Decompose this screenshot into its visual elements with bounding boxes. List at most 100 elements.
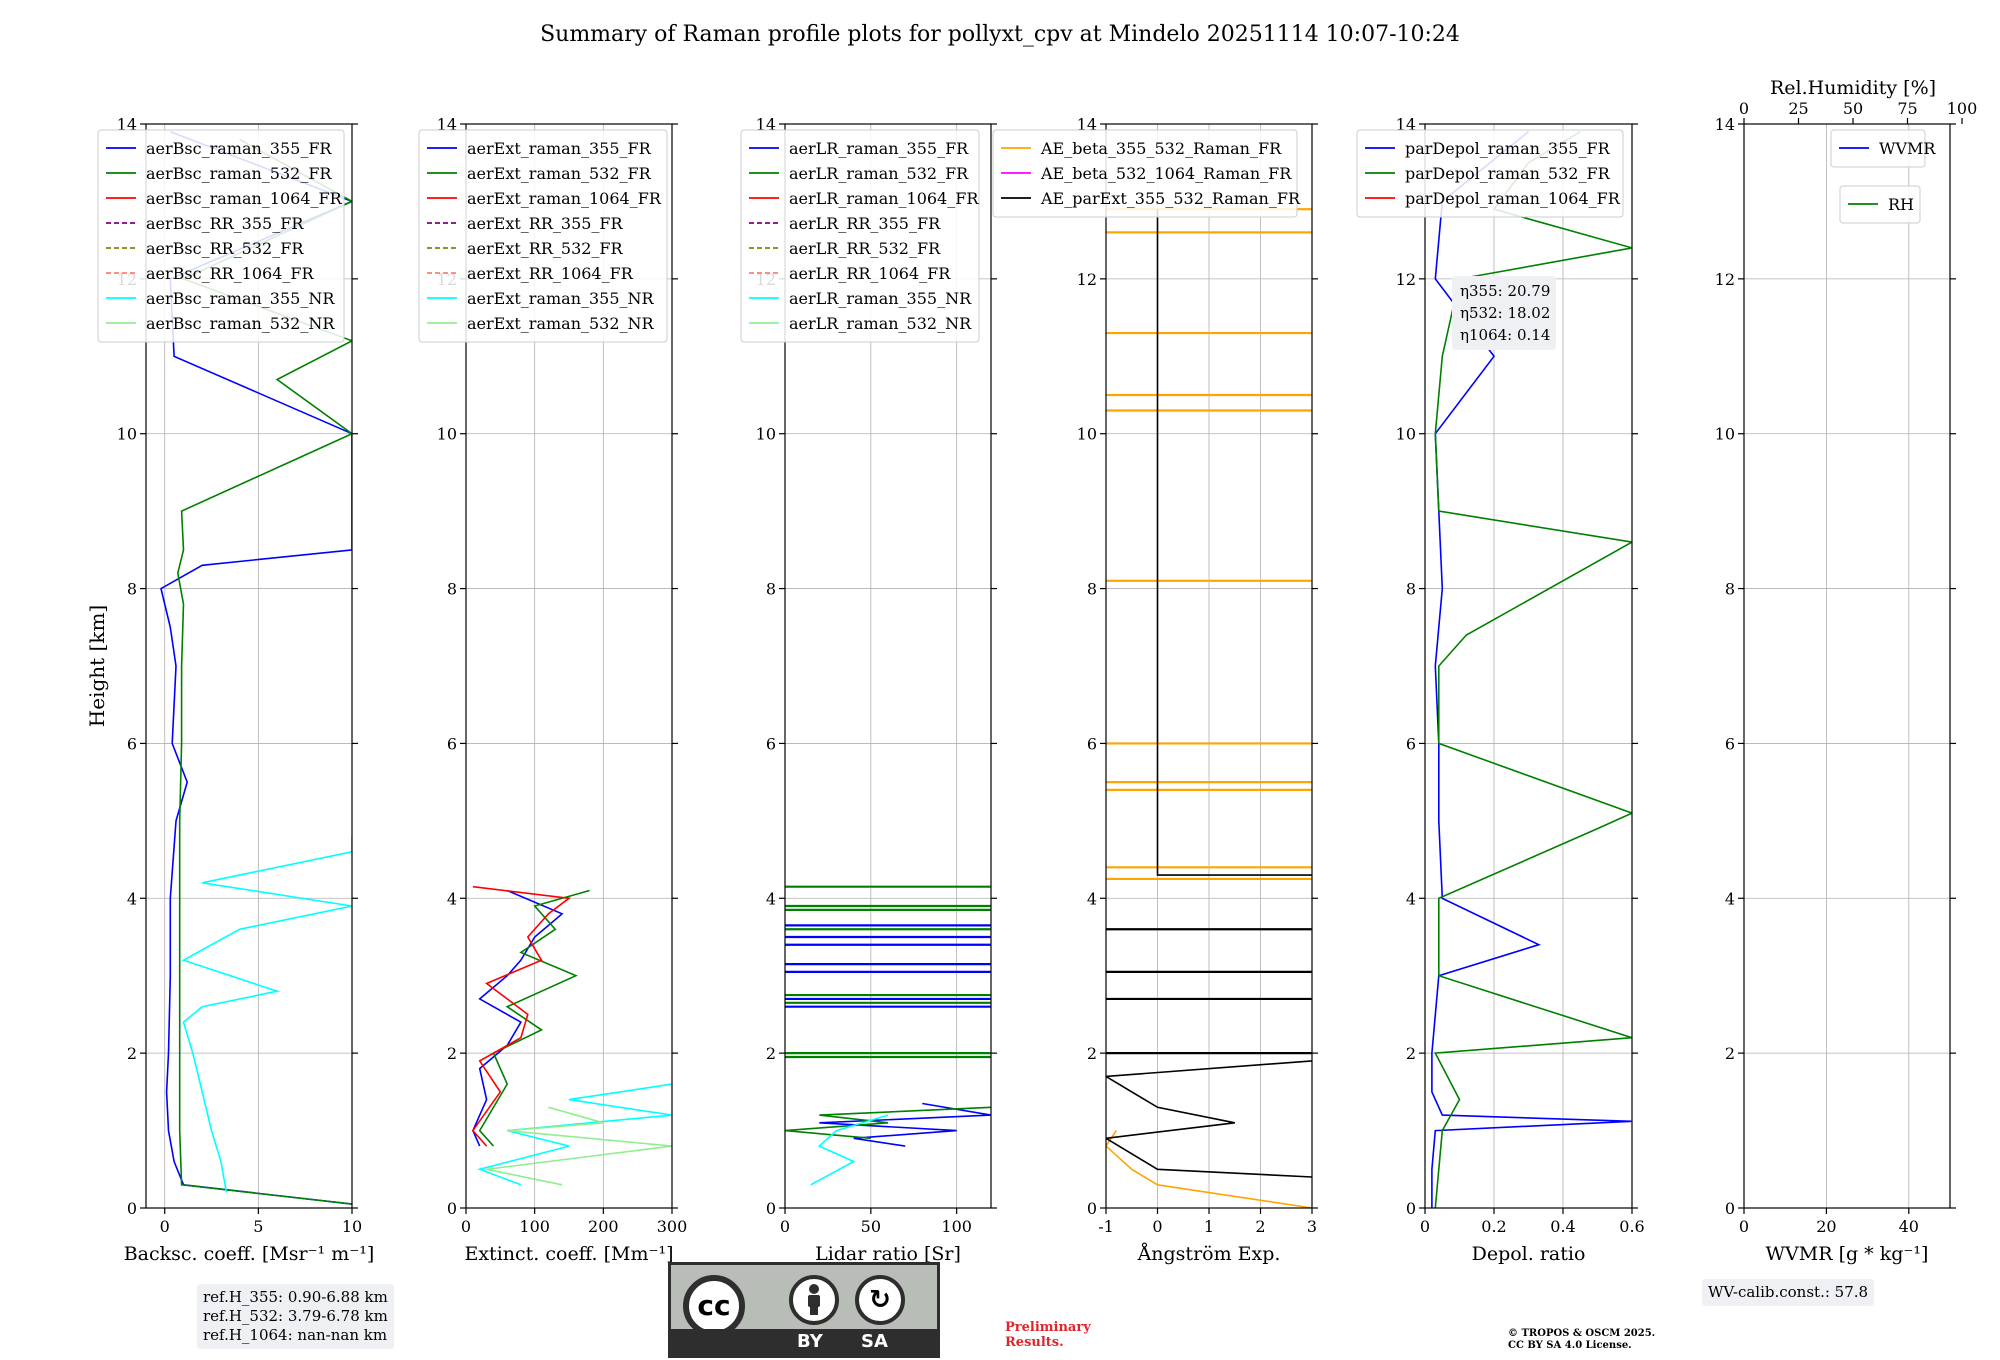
eta-value: η355: 20.79 [1460,282,1550,300]
cc-sa-label: SA [861,1331,888,1352]
top-x-axis-label: Rel.Humidity [%] [1770,77,1936,99]
legend-wvmr: WVMR [1830,129,1936,168]
legend-entry: aerBsc_raman_532_NR [146,314,335,333]
legend-bsc: aerBsc_raman_355_FR aerBsc_raman_532_FRae… [97,129,345,343]
y-tick-label: 6 [1087,734,1097,753]
wv-calibration-box: WV-calib.const.: 57.8 [1702,1279,1875,1306]
y-axis-label: Height [km] [85,605,109,727]
y-tick-label: 2 [127,1044,137,1063]
x-tick-label: 0 [1739,1217,1749,1236]
x-axis-label-depol: Depol. ratio [1472,1243,1586,1265]
x-tick-label: 100 [519,1217,550,1236]
x-tick-label: 0.4 [1550,1217,1575,1236]
legend-box [992,129,1298,218]
x-tick-label: 0 [1152,1217,1162,1236]
legend-entry: parDepol_raman_355_FR [1405,139,1611,158]
cc-logo-icon: cc [683,1275,745,1337]
y-tick-label: 14 [1077,115,1097,134]
legend-entry: aerLR_raman_1064_FR [789,189,979,208]
legend-entry: aerLR_raman_355_FR [789,139,969,158]
legend-entry: aerExt_RR_355_FR [467,214,624,233]
cc-by-label: BY [797,1331,823,1352]
y-tick-label: 0 [1725,1199,1735,1218]
legend-box [418,129,668,343]
axes-frame-ext [465,123,673,1209]
legend-entry: aerBsc_raman_1064_FR [146,189,343,208]
legend-entry: AE_beta_355_532_Raman_FR [1040,139,1282,158]
top-x-tick-label: 50 [1843,99,1863,118]
legend-entry: aerExt_raman_355_FR [467,139,652,158]
legend-entry: aerExt_raman_355_NR [467,289,655,308]
y-tick-label: 8 [447,580,457,599]
y-tick-label: 0 [127,1199,137,1218]
legend-rh: RH [1839,185,1921,224]
legend-entry: WVMR [1879,139,1936,158]
series-aerExt_raman_355_NR [477,1083,672,1186]
legend-entry: aerBsc_RR_532_FR [146,239,304,258]
y-tick-label: 0 [447,1199,457,1218]
y-tick-label: 8 [127,580,137,599]
eta-value: η1064: 0.14 [1460,326,1550,344]
legend-entry: aerExt_RR_1064_FR [467,264,634,283]
y-tick-label: 2 [1725,1044,1735,1063]
x-tick-label: 20 [1816,1217,1836,1236]
top-x-tick-label: 100 [1947,99,1978,118]
legend-box [1839,185,1921,224]
copyright-line2: CC BY SA 4.0 License. [1508,1340,1632,1351]
y-tick-label: 4 [127,889,137,908]
preliminary-line2: Results. [1005,1335,1064,1350]
series-aerExt_raman_1064_FR [471,885,572,1147]
copyright-line1: © TROPOS & OSCM 2025. [1508,1328,1656,1339]
x-tick-label: -1 [1098,1217,1114,1236]
y-tick-label: 10 [1715,425,1735,444]
series-aerLR_raman_355_FR [819,1102,991,1147]
series-aerLR_raman_355_NR [810,1114,889,1186]
x-axis-label-lr: Lidar ratio [Sr] [815,1243,961,1265]
y-tick-label: 10 [1396,425,1416,444]
series-aerBsc_raman_355_NR [181,836,352,1193]
y-tick-label: 10 [1077,425,1097,444]
preliminary-results-note: Preliminary Results. [1005,1320,1091,1350]
y-tick-label: 4 [1087,889,1097,908]
y-tick-label: 2 [1406,1044,1416,1063]
x-tick-label: 1 [1204,1217,1214,1236]
legend-ext: aerExt_raman_355_FR aerExt_raman_532_FRae… [418,129,668,343]
wv-calib-const: WV-calib.const.: 57.8 [1708,1283,1869,1301]
y-tick-label: 6 [1725,734,1735,753]
legend-entry: parDepol_raman_532_FR [1405,164,1611,183]
y-tick-label: 4 [766,889,776,908]
y-tick-label: 10 [117,425,137,444]
cc-license-badge: cc ↻ BY SA [668,1262,940,1358]
legend-depol: parDepol_raman_355_FR parDepol_raman_532_… [1356,129,1624,218]
x-tick-label: 0 [461,1217,471,1236]
plot-area-depol [1431,131,1632,1208]
legend-entry: aerLR_raman_532_NR [789,314,972,333]
y-tick-label: 0 [766,1199,776,1218]
eta-value: η532: 18.02 [1460,304,1550,322]
series-aerExt_raman_532_FR [478,889,590,1147]
x-tick-label: 100 [941,1217,972,1236]
ref-height-532: ref.H_532: 3.79-6.78 km [203,1307,388,1325]
legend-entry: aerBsc_raman_532_FR [146,164,332,183]
plot-area-bsc [160,130,352,1205]
x-tick-label: 3 [1307,1217,1317,1236]
y-tick-label: 4 [1406,889,1416,908]
legend-entry: AE_parExt_355_532_Raman_FR [1040,189,1301,208]
legend-entry: aerBsc_raman_355_FR [146,139,332,158]
legend-entry: aerLR_raman_355_NR [789,289,972,308]
y-tick-label: 14 [437,115,457,134]
legend-entry: aerBsc_RR_1064_FR [146,264,315,283]
y-tick-label: 8 [1406,580,1416,599]
x-tick-label: 0 [160,1217,170,1236]
figure-title: Summary of Raman profile plots for polly… [540,22,1460,47]
legend-lr: aerLR_raman_355_FR aerLR_raman_532_FR aerL… [740,129,980,343]
legend-entry: aerLR_RR_1064_FR [789,264,951,283]
series-aerBsc_raman_355_FR [160,130,352,1205]
top-x-tick-label: 25 [1788,99,1808,118]
legend-entry: aerBsc_raman_355_NR [146,289,335,308]
x-tick-label: 40 [1899,1217,1919,1236]
legend-box [97,129,345,343]
y-tick-label: 4 [447,889,457,908]
top-x-tick-label: 75 [1897,99,1917,118]
